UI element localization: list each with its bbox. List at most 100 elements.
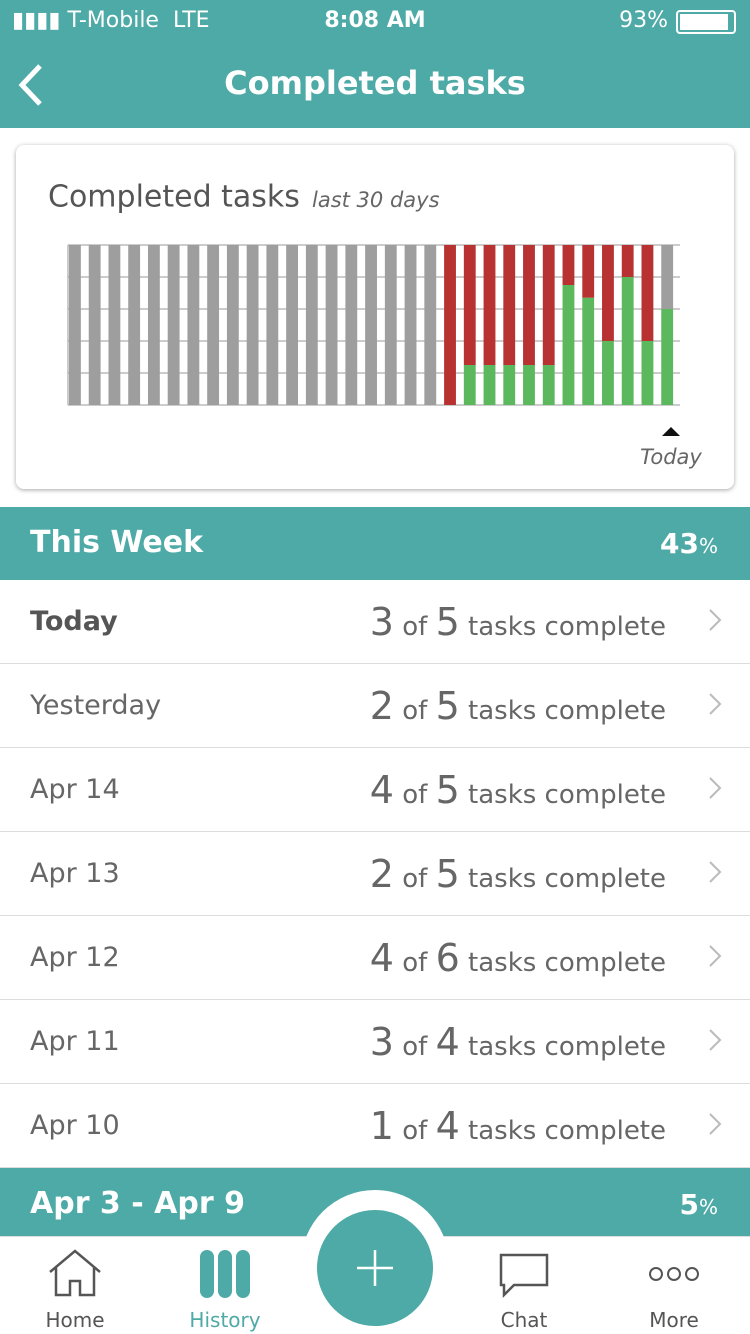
completed-bar: [602, 341, 614, 405]
chevron: [709, 693, 722, 715]
missed-bar: [523, 245, 535, 365]
today-label: Today: [640, 445, 702, 469]
more-icon[interactable]: [648, 1264, 700, 1284]
tab-label[interactable]: Home: [45, 1308, 105, 1332]
tab-label[interactable]: More: [649, 1308, 699, 1332]
completed-bar: [483, 365, 496, 405]
no-data-bar: [384, 245, 397, 405]
missed-bar: [542, 245, 555, 365]
done-count: 4: [369, 768, 394, 812]
no-data-bar: [424, 245, 437, 405]
no-data-bar: [69, 245, 81, 405]
day-label: Apr 14: [30, 774, 120, 805]
no-data-bar: [207, 245, 220, 405]
section-title: Apr 3 - Apr 9: [30, 1186, 245, 1221]
suffix-text: tasks complete: [468, 1116, 666, 1146]
done-count: 2: [369, 852, 394, 896]
task-count: 4 of 6 tasks complete: [370, 936, 666, 980]
battery-icon: [676, 10, 736, 34]
section-percent: 5%: [680, 1188, 719, 1221]
task-count: 3 of 5 tasks complete: [370, 600, 666, 644]
of-text: of: [402, 1032, 428, 1062]
missed-bar: [562, 245, 575, 285]
no-data-bar: [286, 245, 299, 405]
no-data-bar: [108, 245, 121, 405]
missed-bar: [463, 245, 476, 365]
home-icon[interactable]: [46, 1248, 104, 1298]
missed-bar: [444, 245, 456, 405]
signal: ▮▮▮▮: [12, 8, 61, 33]
no-data-bar: [325, 245, 338, 405]
completed-bar: [641, 341, 654, 405]
network: LTE: [172, 8, 210, 33]
completed-bar: [542, 365, 555, 405]
day-row[interactable]: Apr 13 2 of 5 tasks complete: [0, 832, 750, 916]
no-data-bar: [305, 245, 318, 405]
done-count: 2: [369, 684, 394, 728]
carrier: T-Mobile: [67, 8, 159, 33]
completed-bar: [582, 297, 595, 405]
day-row[interactable]: Apr 12 4 of 6 tasks complete: [0, 916, 750, 1000]
day-row[interactable]: Apr 10 1 of 4 tasks complete: [0, 1084, 750, 1168]
no-data-bar: [246, 245, 259, 405]
completed-bar: [503, 365, 516, 405]
chart-subtitle: last 30 days: [312, 188, 440, 212]
no-data-bar: [128, 245, 141, 405]
missed-bar: [602, 245, 614, 341]
battery-pct: 93%: [619, 8, 668, 33]
chevron: [709, 1029, 722, 1051]
done-count: 4: [369, 936, 394, 980]
section-title: This Week: [30, 525, 204, 560]
total-count: 5: [435, 684, 460, 728]
of-text: of: [402, 612, 428, 642]
missed-bar: [503, 245, 516, 365]
no-data-bar: [167, 245, 180, 405]
of-text: of: [402, 948, 428, 978]
completed-bar: [463, 365, 476, 405]
chevron: [709, 861, 722, 883]
suffix-text: tasks complete: [468, 780, 666, 810]
section-header: This Week 43%: [0, 507, 750, 580]
no-data-bar: [365, 245, 377, 405]
completed-bar: [621, 277, 634, 405]
percent-sign: %: [698, 534, 718, 558]
completed-bar: [661, 309, 674, 405]
done-count: 3: [369, 600, 394, 644]
day-row[interactable]: Apr 11 3 of 4 tasks complete: [0, 1000, 750, 1084]
day-row[interactable]: Yesterday 2 of 5 tasks complete: [0, 664, 750, 748]
day-row[interactable]: Today 3 of 5 tasks complete: [0, 580, 750, 664]
of-text: of: [402, 1116, 428, 1146]
history-icon[interactable]: [198, 1248, 252, 1300]
no-data-bar: [187, 245, 200, 405]
of-text: of: [402, 780, 428, 810]
tab-label[interactable]: Chat: [500, 1308, 548, 1332]
total-count: 5: [435, 852, 460, 896]
of-text: of: [402, 696, 428, 726]
done-count: 1: [369, 1104, 394, 1148]
suffix-text: tasks complete: [468, 864, 666, 894]
total-count: 6: [435, 936, 460, 980]
status-left: ▮▮▮▮ T-Mobile LTE: [12, 8, 210, 33]
completed-bar: [523, 365, 535, 405]
chart-title: Completed tasks: [48, 180, 300, 215]
suffix-text: tasks complete: [468, 948, 666, 978]
day-row[interactable]: Apr 14 4 of 5 tasks complete: [0, 748, 750, 832]
percent-sign: %: [698, 1195, 718, 1219]
task-count: 3 of 4 tasks complete: [370, 1020, 666, 1064]
total-count: 4: [435, 1104, 460, 1148]
chat-icon[interactable]: [498, 1252, 552, 1298]
percent-value: 43: [660, 527, 699, 560]
back-button[interactable]: [16, 62, 46, 108]
remaining-bar: [661, 245, 674, 309]
total-count: 5: [435, 768, 460, 812]
day-label: Today: [30, 606, 118, 637]
total-count: 4: [435, 1020, 460, 1064]
add-button[interactable]: [317, 1210, 433, 1326]
day-label: Apr 12: [30, 942, 120, 973]
tab-label[interactable]: History: [189, 1308, 261, 1332]
day-label: Apr 11: [30, 1026, 120, 1057]
missed-bar: [582, 245, 595, 298]
missed-bar: [621, 245, 634, 277]
suffix-text: tasks complete: [468, 696, 666, 726]
chevron: [709, 777, 722, 799]
